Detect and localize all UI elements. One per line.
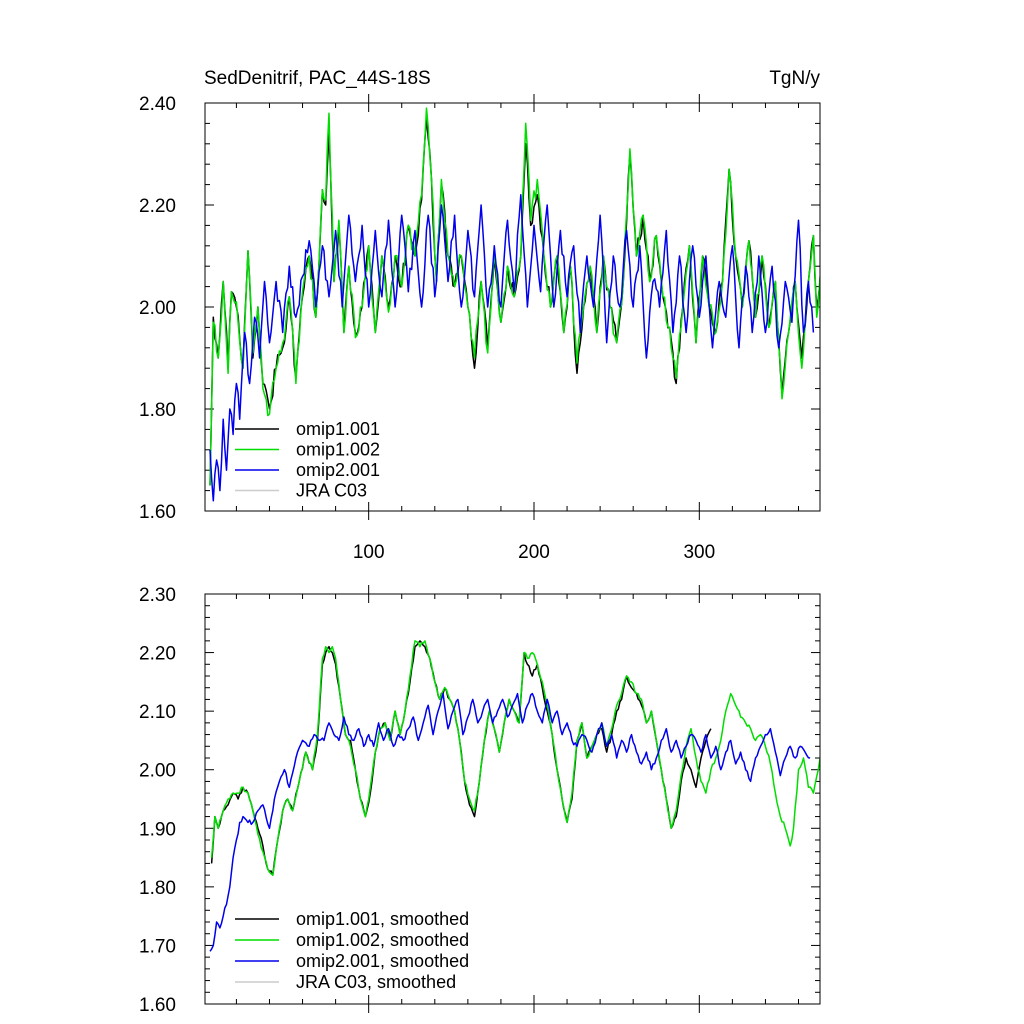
legend-label-jra-c03-smoothed: JRA C03, smoothed — [296, 972, 456, 992]
chart-title: SedDenitrif, PAC_44S-18S — [204, 68, 431, 89]
x-tick-label: 200 — [518, 542, 550, 563]
x-tick-label: 300 — [683, 542, 715, 563]
y-tick-label: 1.60 — [139, 502, 176, 523]
legend-label-omip1-002: omip1.002 — [296, 440, 380, 460]
top-axis-ticks: 1.60 1.80 2.00 2.20 2.40 100 200 300 — [139, 94, 820, 563]
legend-label-omip1-002-smoothed: omip1.002, smoothed — [296, 930, 469, 950]
y-tick-label: 1.90 — [139, 819, 176, 840]
x-tick-label: 100 — [353, 542, 385, 563]
series-line-omip2-001 — [209, 194, 815, 502]
units-label: TgN/y — [769, 68, 820, 89]
y-tick-label: 1.60 — [139, 995, 176, 1016]
legend-label-jra-c03: JRA C03 — [296, 481, 367, 501]
y-tick-label: 1.70 — [139, 936, 176, 957]
series-line-omip1-002-smoothed — [210, 640, 820, 876]
y-tick-label: 2.00 — [139, 298, 176, 319]
legend-label-omip1-001-smoothed: omip1.001, smoothed — [296, 909, 469, 929]
bottom-plot-frame — [204, 593, 821, 1005]
y-tick-label: 1.80 — [139, 878, 176, 899]
top-chart-panel: SedDenitrif, PAC_44S-18S TgN/y 1.60 1.80 2… — [139, 68, 821, 563]
series-line-omip2-001-smoothed — [209, 692, 811, 952]
y-tick-label: 2.20 — [139, 644, 176, 665]
y-tick-label: 2.10 — [139, 702, 176, 723]
legend-label-omip1-001: omip1.001 — [296, 419, 380, 439]
y-tick-label: 2.40 — [139, 94, 176, 115]
y-tick-label: 2.00 — [139, 761, 176, 782]
bottom-axis-ticks: 1.60 1.70 1.80 1.90 2.00 2.10 2.20 2.30 — [139, 585, 820, 1016]
bottom-series-lines — [209, 640, 820, 952]
top-series-lines — [209, 107, 820, 502]
y-tick-label: 2.30 — [139, 585, 176, 606]
y-tick-label: 1.80 — [139, 400, 176, 421]
legend-label-omip2-001: omip2.001 — [296, 460, 380, 480]
y-tick-label: 2.20 — [139, 196, 176, 217]
bottom-chart-panel: 1.60 1.70 1.80 1.90 2.00 2.10 2.20 2.30 omip1.0… — [139, 585, 821, 1016]
legend-label-omip2-001-smoothed: omip2.001, smoothed — [296, 951, 469, 971]
top-plot-frame — [204, 102, 821, 512]
